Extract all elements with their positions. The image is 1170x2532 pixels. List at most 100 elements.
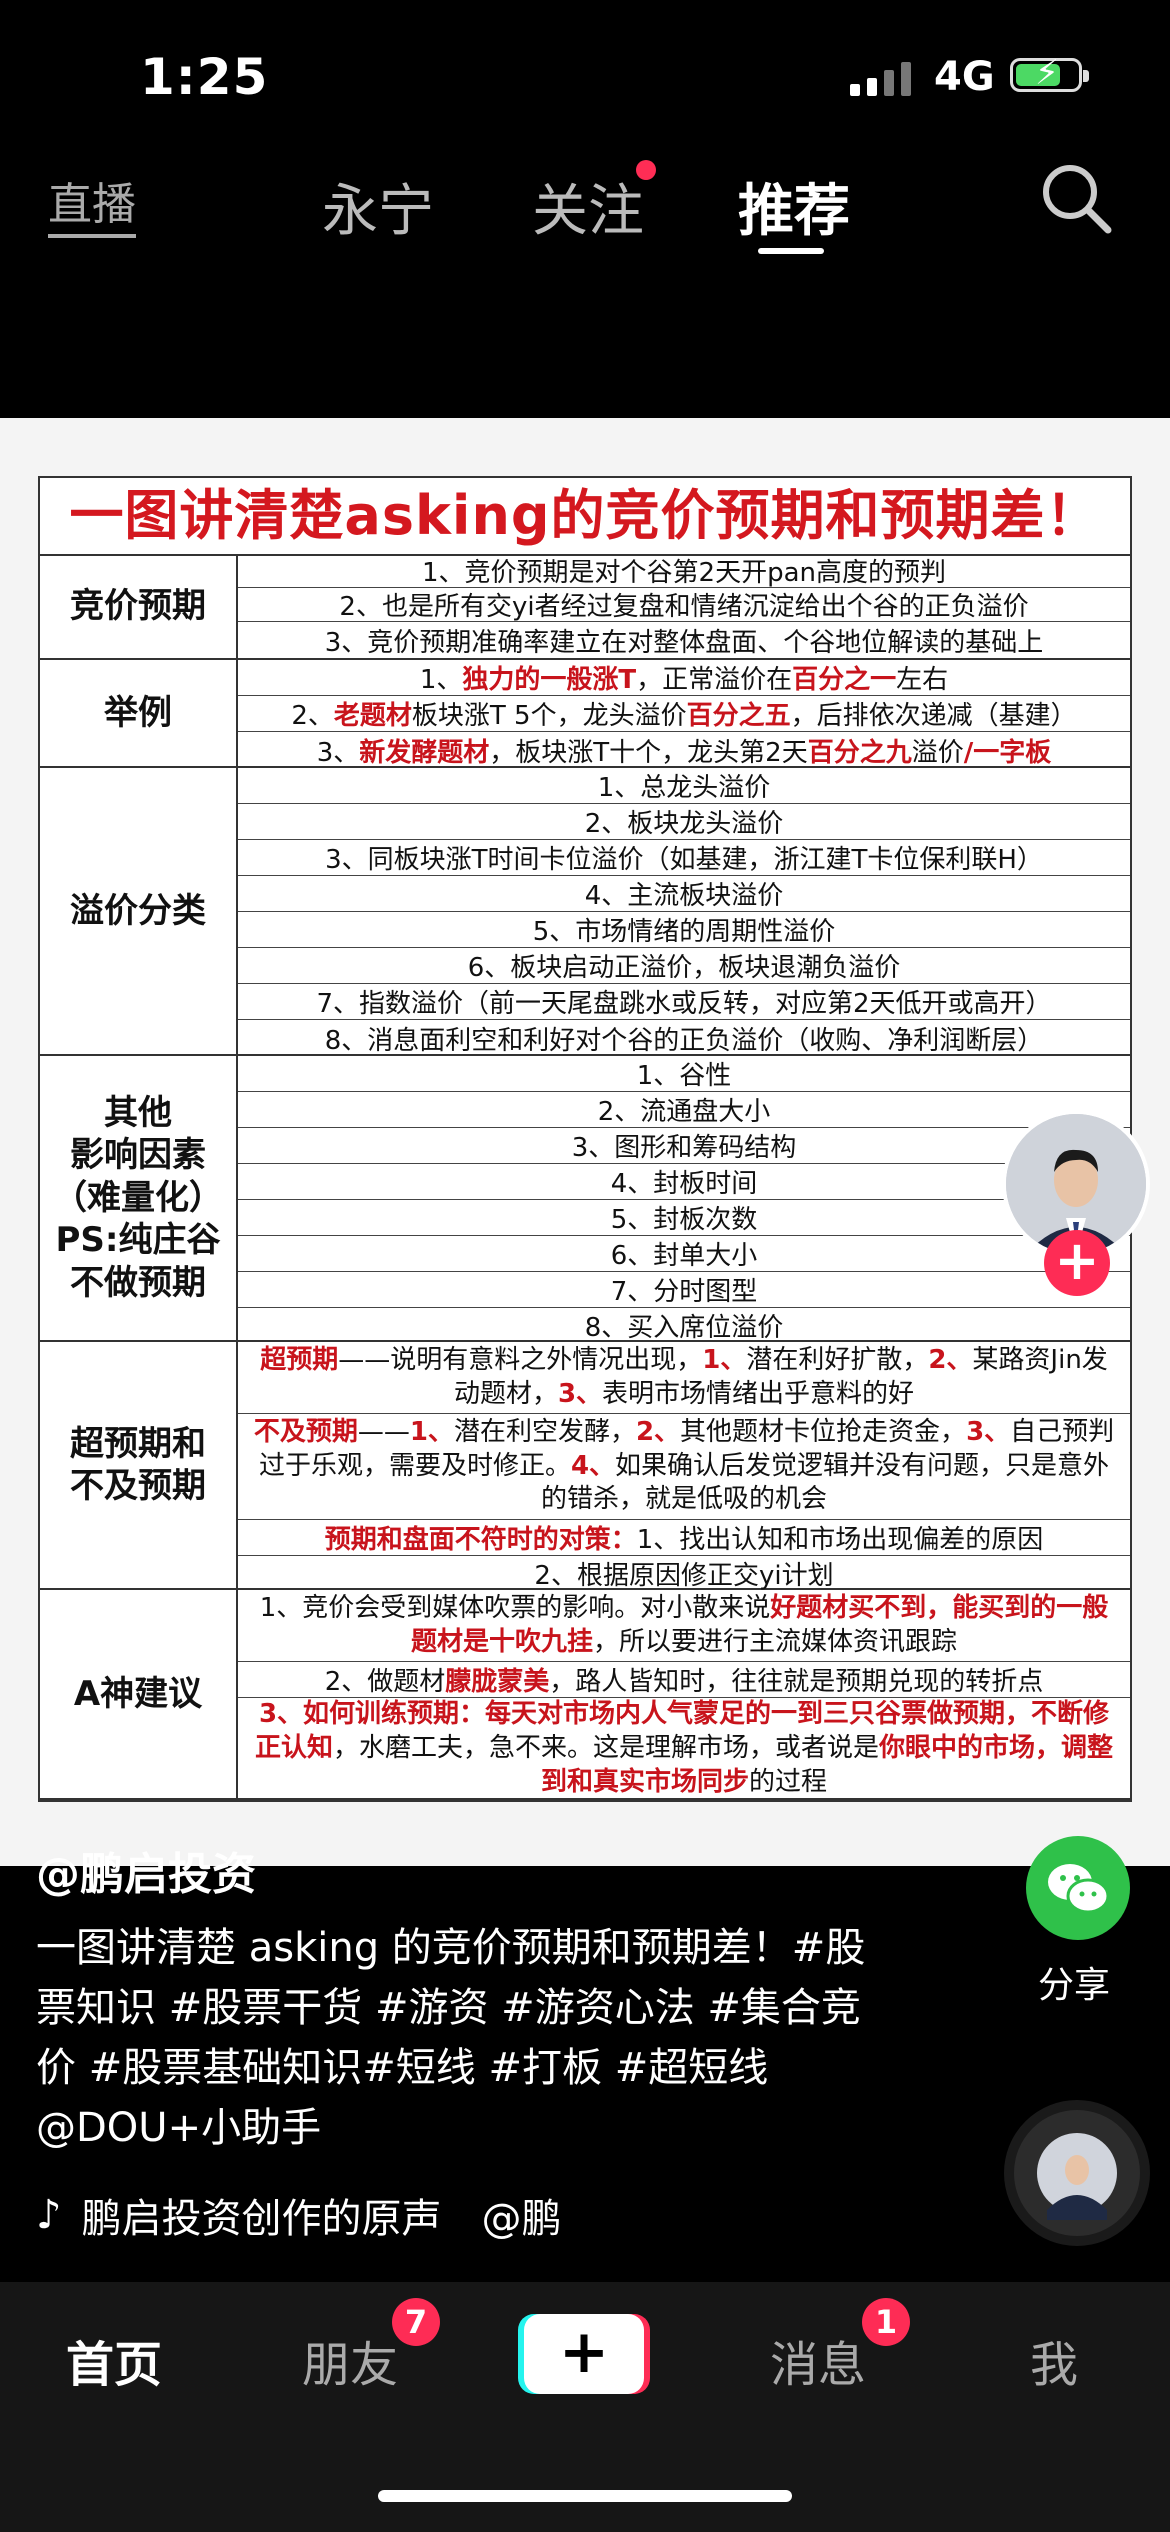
table-section: 竞价预期 1、竞价预期是对个谷第2天开pan高度的预判 2、也是所有交yi者经过复盘…: [40, 554, 1130, 660]
table-row: 1、独力的一般涨T，正常溢价在百分之一左右: [238, 660, 1130, 696]
row-text-segment: 的过程: [749, 1766, 828, 1797]
row-text-segment: 某路资Jin发动题材，: [453, 1344, 1108, 1409]
row-text-segment: 独力的一般涨T: [462, 665, 637, 695]
row-text-segment: 3、: [316, 737, 360, 768]
row-text-segment: /一字板: [963, 737, 1052, 768]
row-text-segment: 百分之一: [792, 665, 897, 695]
network-type: 4G: [934, 54, 995, 100]
table-row: 7、指数溢价（前一天尾盘跳水或反转，对应第2天低开或高开）: [238, 984, 1130, 1020]
table-row: 3、图形和筹码结构: [238, 1128, 1130, 1164]
row-text-segment: 不及预期: [253, 1416, 358, 1447]
table-row: 2、板块龙头溢价: [238, 804, 1130, 840]
section-label: 竞价预期: [40, 554, 238, 658]
row-text-segment: 你眼中的市场，调整到和真实市场同步: [540, 1733, 1114, 1797]
friends-badge: 7: [392, 2298, 440, 2346]
table-row: 2、老题材板块涨T 5个，龙头溢价百分之五，后排依次递减（基建）: [238, 696, 1130, 732]
tab-local[interactable]: 永宁: [322, 179, 434, 244]
row-text-segment: 潜在利空发酵，: [453, 1416, 636, 1447]
row-text-segment: 3、: [966, 1416, 1011, 1447]
follow-plus-button[interactable]: +: [1044, 1230, 1110, 1296]
signal-icon: [850, 62, 911, 96]
row-text-segment: ，后排依次递减（基建）: [790, 701, 1077, 731]
status-time: 1:25: [140, 48, 269, 106]
wechat-share-icon[interactable]: [1026, 1836, 1130, 1940]
live-button[interactable]: 直播: [48, 168, 136, 238]
table-row: 1、总龙头溢价: [238, 768, 1130, 804]
battery-icon: ⚡: [1010, 53, 1089, 93]
table-row: 1、谷性: [238, 1056, 1130, 1092]
tab-friends[interactable]: 朋友: [302, 2337, 399, 2393]
row-text-segment: 1、找出认知和市场出现偏差的原因: [636, 1525, 1044, 1555]
create-post-button[interactable]: +: [524, 2314, 644, 2394]
row-text-segment: ——说明有意料之外情况出现，: [338, 1344, 703, 1375]
tab-home[interactable]: 首页: [66, 2337, 163, 2393]
table-row: 8、买入席位溢价: [584, 1312, 784, 1343]
row-text-segment: 板块涨T 5个，龙头溢价: [411, 701, 687, 731]
table-section: 超预期和 不及预期 超预期——说明有意料之外情况出现，1、潜在利好扩散，2、某路资…: [40, 1342, 1130, 1590]
infographic-title: 一图讲清楚asking的竞价预期和预期差！: [40, 478, 1130, 556]
table-row: 预期和盘面不符时的对策：1、找出认知和市场出现偏差的原因: [238, 1520, 1130, 1556]
table-row: 3、新发酵题材，板块涨T十个，龙头第2天百分之九溢价/一字板: [238, 732, 1130, 768]
post-caption[interactable]: 一图讲清楚 asking 的竞价预期和预期差！#股票知识 #股票干货 #游资 #…: [36, 1925, 866, 2151]
table-row: 6、板块启动正溢价，板块退潮负溢价: [238, 948, 1130, 984]
row-text-segment: 2、做题材: [324, 1667, 446, 1697]
row-text-segment: 2、: [928, 1344, 973, 1375]
table-row: 3、同板块涨T时间卡位溢价（如基建，浙江建T卡位保利联H）: [238, 840, 1130, 876]
music-title: 鹏启投资创作的原声: [81, 2196, 442, 2242]
row-text-segment: 自己预判过于乐观，需要及时修正。: [258, 1416, 1115, 1481]
row-text-segment: 3、如何训练预期：每天对市场内人气蒙足的一到三只谷票做预期，不断修正认知: [254, 1699, 1110, 1764]
home-indicator: [378, 2490, 792, 2502]
row-text-segment: 百分之九: [807, 737, 912, 768]
table-row: 5、市场情绪的周期性溢价: [238, 912, 1130, 948]
row-text-segment: ，路人皆知时，往往就是预期兑现的转折点: [549, 1667, 1044, 1697]
search-icon[interactable]: [1038, 160, 1114, 240]
active-tab-indicator: [758, 248, 824, 254]
section-label: 超预期和 不及预期: [40, 1342, 238, 1588]
row-text-segment: 左右: [896, 665, 949, 695]
messages-badge: 1: [862, 2298, 910, 2346]
table-row: 7、分时图型: [238, 1272, 1130, 1308]
row-text-segment: 新发酵题材: [359, 737, 490, 768]
table-row: 2、做题材朦胧蒙美，路人皆知时，往往就是预期兑现的转折点: [238, 1662, 1130, 1698]
row-text-segment: 其他题材卡位抢走资金，: [680, 1416, 967, 1447]
row-text-segment: 溢价: [911, 737, 964, 768]
table-section: 其他 影响因素 （难量化） PS:纯庄谷 不做预期 1、谷性 2、流通盘大小 3、图形…: [40, 1056, 1130, 1342]
author-avatar[interactable]: [1002, 1110, 1150, 1258]
author-name[interactable]: @鹏启投资: [36, 1849, 256, 1900]
table-section: 溢价分类 1、总龙头溢价 2、板块龙头溢价 3、同板块涨T时间卡位溢价（如基建，浙江建…: [40, 768, 1130, 1056]
row-text-segment: 1、: [419, 665, 463, 695]
table-row: 4、主流板块溢价: [238, 876, 1130, 912]
table-row: 3、竞价预期准确率建立在对整体盘面、个谷地位解读的基础上: [324, 627, 1044, 658]
music-info[interactable]: ♪ 鹏启投资创作的原声 @鹏: [36, 2186, 562, 2244]
row-text-segment: 预期和盘面不符时的对策：: [324, 1525, 637, 1555]
table-row: 1、竞价会受到媒体吹票的影响。对小散来说好题材买不到，能买到的一般题材是十吹九挂…: [238, 1590, 1130, 1662]
tab-me[interactable]: 我: [1030, 2337, 1079, 2393]
row-text-segment: ，正常溢价在: [636, 665, 793, 695]
table-row: 超预期——说明有意料之外情况出现，1、潜在利好扩散，2、某路资Jin发动题材，3…: [238, 1342, 1130, 1414]
table-row: 5、封板次数: [238, 1200, 1130, 1236]
row-text-segment: 朦胧蒙美: [445, 1667, 550, 1697]
tab-follow[interactable]: 关注: [532, 179, 644, 244]
row-text-segment: 2、: [291, 701, 334, 731]
row-text-segment: ，板块涨T十个，龙头第2天: [489, 737, 808, 768]
row-text-segment: 如果确认后发觉逻辑并没有问题，只是意外的错杀，就是低吸的机会: [540, 1450, 1110, 1515]
table-row: 2、流通盘大小: [238, 1092, 1130, 1128]
music-disc-icon[interactable]: [1004, 2100, 1150, 2246]
table-row: 3、如何训练预期：每天对市场内人气蒙足的一到三只谷票做预期，不断修正认知，水磨工…: [238, 1698, 1130, 1800]
tab-recommend[interactable]: 推荐: [738, 179, 850, 244]
row-text-segment: 百分之五: [686, 701, 791, 731]
row-text-segment: 表明市场情绪出乎意料的好: [602, 1378, 915, 1409]
table-row: 不及预期——1、潜在利空发酵，2、其他题材卡位抢走资金，3、自己预判过于乐观，需…: [238, 1414, 1130, 1520]
table-section: 举例 1、独力的一般涨T，正常溢价在百分之一左右 2、老题材板块涨T 5个，龙头溢价…: [40, 660, 1130, 768]
music-credit: @鹏: [481, 2196, 562, 2242]
row-text-segment: 1、: [702, 1344, 747, 1375]
row-text-segment: 潜在利好扩散，: [746, 1344, 929, 1375]
row-text-segment: 1、竞价会受到媒体吹票的影响。对小散来说: [259, 1592, 771, 1623]
share-label: 分享: [1038, 1965, 1111, 2006]
table-row: 1、竞价预期是对个谷第2天开pan高度的预判: [238, 554, 1130, 588]
tab-messages[interactable]: 消息: [770, 2337, 867, 2393]
row-text-segment: ，所以要进行主流媒体资讯跟踪: [593, 1626, 958, 1657]
row-text-segment: 超预期: [260, 1344, 339, 1375]
row-text-segment: 2、: [635, 1416, 681, 1447]
infographic-table: 一图讲清楚asking的竞价预期和预期差！ 竞价预期 1、竞价预期是对个谷第2天开…: [38, 476, 1132, 1802]
